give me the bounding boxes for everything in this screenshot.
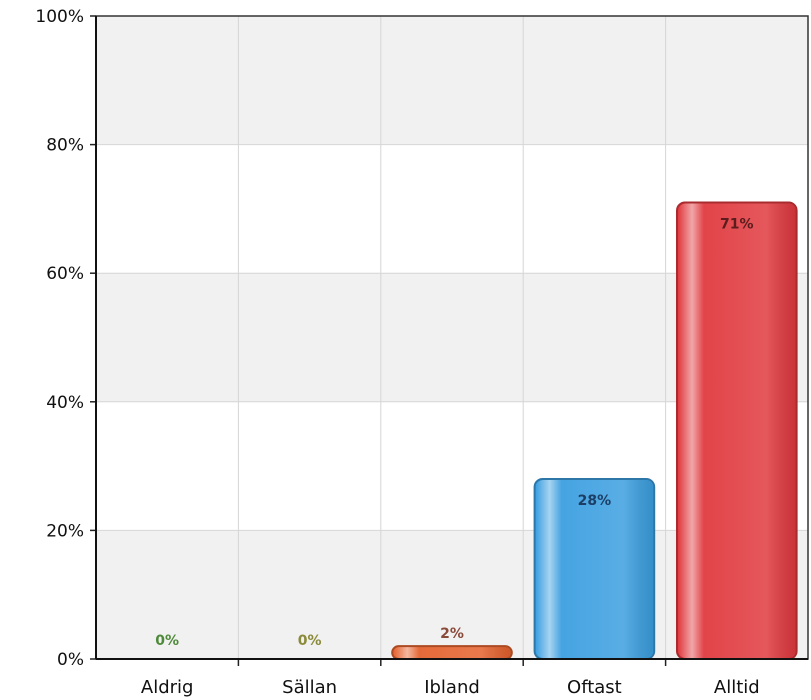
x-category-label: Aldrig	[141, 677, 194, 698]
x-category-label: Ibland	[424, 677, 480, 698]
bar-highlight	[677, 203, 796, 658]
value-label: 2%	[440, 626, 464, 642]
value-label: 28%	[578, 493, 612, 509]
x-category-label: Alltid	[714, 677, 760, 698]
value-label: 71%	[720, 216, 754, 232]
y-tick-label: 60%	[46, 264, 84, 284]
value-label: 0%	[155, 633, 179, 649]
bar-highlight	[393, 647, 511, 658]
x-category-label: Oftast	[567, 677, 622, 698]
bar-highlight	[535, 479, 654, 658]
gridlines	[96, 15, 808, 659]
labels: 0% 20% 40% 60% 80% 100% 0% Aldrig 0% Sällan 2% Ibla…	[35, 7, 759, 698]
value-label: 0%	[298, 633, 322, 649]
axes	[90, 15, 809, 666]
plot-band	[96, 16, 808, 145]
y-tick-label: 0%	[57, 650, 84, 670]
bars	[391, 201, 798, 661]
y-tick-label: 100%	[35, 7, 84, 27]
y-tick-label: 80%	[46, 136, 84, 156]
y-tick-label: 40%	[46, 393, 84, 413]
x-category-label: Sällan	[282, 677, 337, 698]
y-tick-label: 20%	[46, 521, 84, 541]
